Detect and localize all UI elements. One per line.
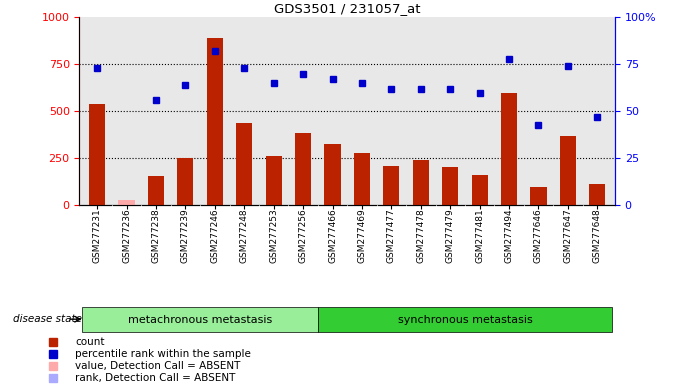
Bar [324,144,341,205]
Text: GSM277494: GSM277494 [504,209,513,263]
Bar [560,136,576,205]
Bar [413,160,429,205]
Title: GDS3501 / 231057_at: GDS3501 / 231057_at [274,2,421,15]
FancyBboxPatch shape [82,307,318,332]
Bar [471,175,488,205]
Bar [501,93,517,205]
Text: count: count [75,337,104,347]
Text: GSM277239: GSM277239 [181,209,190,263]
Text: metachronous metastasis: metachronous metastasis [128,314,272,325]
Text: GSM277477: GSM277477 [387,209,396,263]
Text: disease state: disease state [13,314,82,324]
Text: GSM277248: GSM277248 [240,209,249,263]
Text: GSM277479: GSM277479 [446,209,455,263]
Bar [384,166,399,205]
Text: GSM277646: GSM277646 [534,209,543,263]
Text: GSM277253: GSM277253 [269,209,278,263]
Text: GSM277466: GSM277466 [328,209,337,263]
Text: percentile rank within the sample: percentile rank within the sample [75,349,251,359]
FancyBboxPatch shape [318,307,612,332]
Bar [207,38,223,205]
Bar [118,200,135,205]
Bar [148,176,164,205]
Text: synchronous metastasis: synchronous metastasis [397,314,532,325]
Text: GSM277648: GSM277648 [593,209,602,263]
Text: GSM277478: GSM277478 [416,209,425,263]
Text: GSM277481: GSM277481 [475,209,484,263]
Text: GSM277246: GSM277246 [210,209,219,263]
Bar [531,187,547,205]
Text: GSM277647: GSM277647 [563,209,572,263]
Text: GSM277469: GSM277469 [357,209,366,263]
Text: GSM277238: GSM277238 [151,209,160,263]
Text: value, Detection Call = ABSENT: value, Detection Call = ABSENT [75,361,240,371]
Bar [236,122,252,205]
Bar [178,158,193,205]
Bar [295,133,311,205]
Text: GSM277231: GSM277231 [93,209,102,263]
Bar [89,104,105,205]
Bar [265,156,282,205]
Bar [354,153,370,205]
Bar [589,184,605,205]
Text: rank, Detection Call = ABSENT: rank, Detection Call = ABSENT [75,373,236,383]
Text: GSM277256: GSM277256 [299,209,307,263]
Text: GSM277236: GSM277236 [122,209,131,263]
Bar [442,167,458,205]
